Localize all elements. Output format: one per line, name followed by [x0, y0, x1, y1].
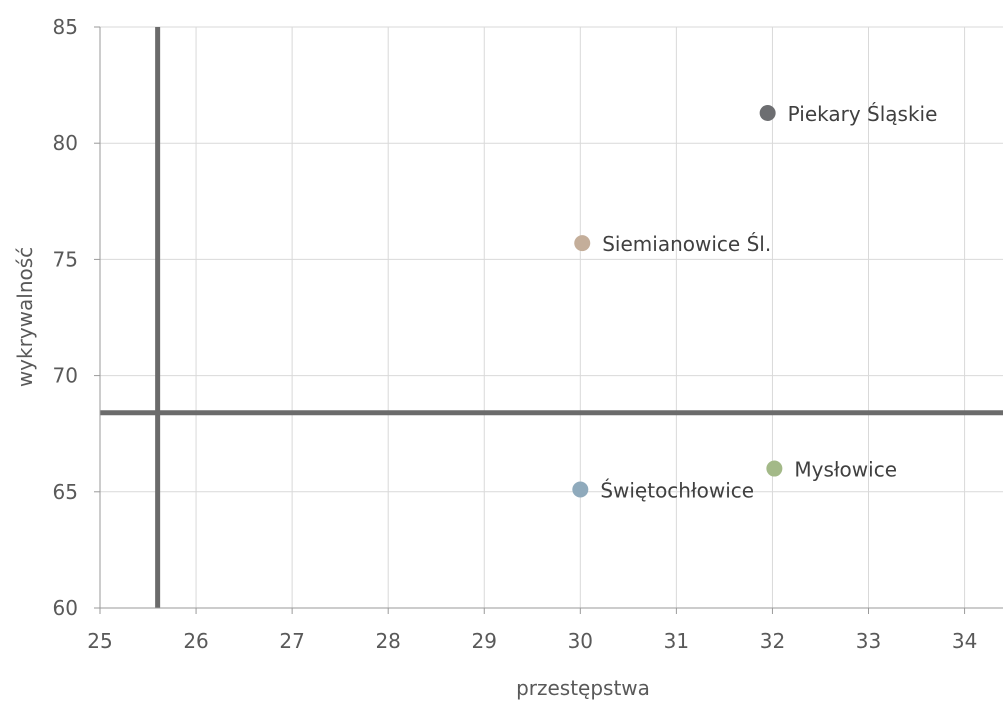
x-tick-label: 31 [664, 629, 689, 653]
data-points: Piekary Śląskie Siemianowice Śl. Mysłowice… [572, 102, 937, 502]
data-point [572, 481, 589, 498]
grid [100, 26, 1003, 608]
x-tick-label: 28 [375, 629, 400, 653]
y-tick-label: 75 [53, 247, 78, 271]
y-tick-label: 65 [53, 480, 78, 504]
axes [94, 26, 1003, 614]
data-point [766, 460, 783, 477]
y-tick-label: 70 [53, 364, 78, 388]
x-tick-label: 34 [952, 629, 977, 653]
x-tick-label: 29 [472, 629, 497, 653]
x-tick-label: 25 [87, 629, 112, 653]
data-label: Mysłowice [794, 458, 897, 482]
data-point [759, 104, 776, 121]
data-label: Świętochłowice [600, 478, 754, 502]
x-axis-title: przestępstwa [516, 676, 650, 700]
reference-lines [100, 27, 1003, 608]
x-tick-label: 33 [856, 629, 881, 653]
y-tick-label: 80 [53, 131, 78, 155]
y-axis-title: wykrywalność [13, 247, 37, 387]
data-label: Piekary Śląskie [788, 102, 938, 126]
y-tick-label: 60 [53, 596, 78, 620]
data-label: Siemianowice Śl. [602, 232, 771, 256]
x-tick-label: 26 [183, 629, 208, 653]
tick-labels: 25 26 27 28 29 30 31 32 33 34 60 65 70 75 80 85 [53, 15, 978, 653]
x-tick-label: 30 [568, 629, 593, 653]
data-point [574, 235, 591, 252]
x-tick-label: 27 [279, 629, 304, 653]
x-tick-label: 32 [760, 629, 785, 653]
y-tick-label: 85 [53, 15, 78, 39]
